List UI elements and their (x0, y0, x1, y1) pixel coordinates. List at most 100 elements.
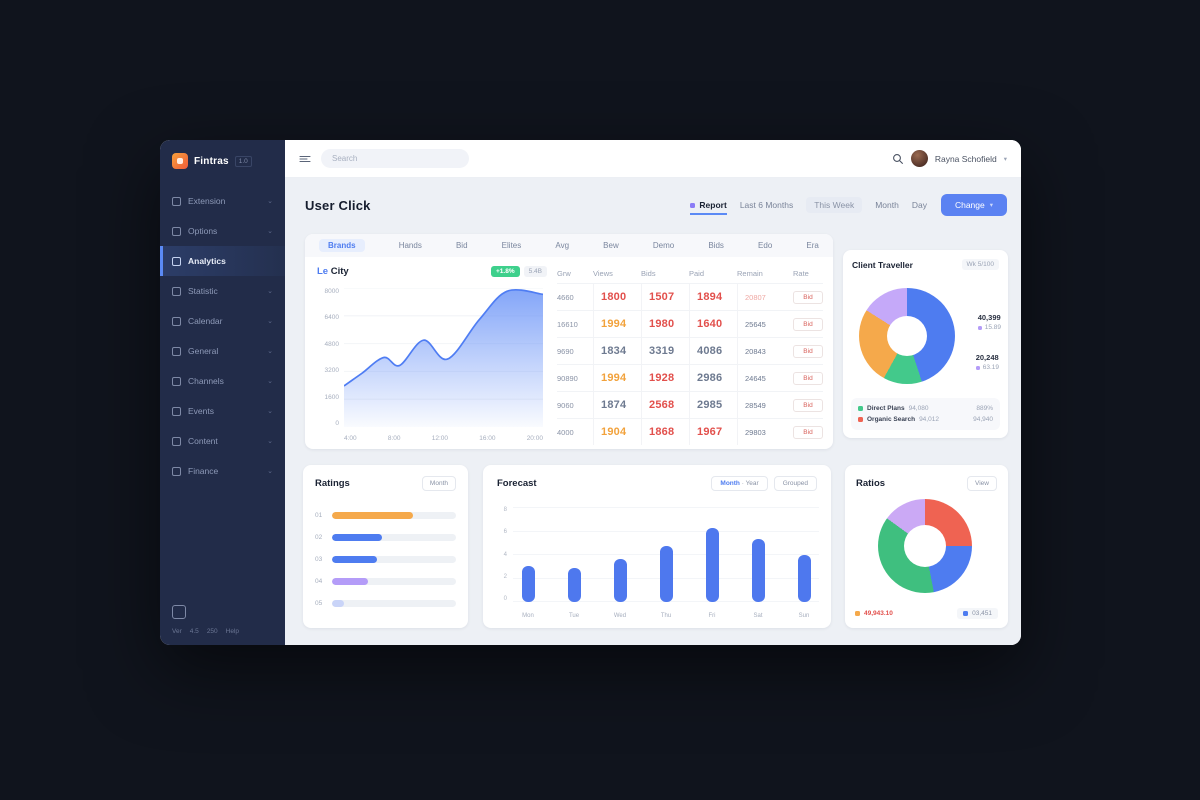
filter-tab-bid[interactable]: Bid (455, 241, 468, 250)
filter-tab-avg[interactable]: Avg (555, 241, 570, 250)
clock-icon (172, 316, 181, 326)
bar-fri[interactable] (705, 528, 719, 602)
page-title: User Click (305, 197, 371, 213)
chevron-down-icon: ⌄ (267, 318, 273, 325)
cell-metric: 1834 (601, 345, 627, 357)
row-action-button[interactable]: Bid (793, 398, 823, 412)
y-tick-label: 6400 (324, 314, 339, 322)
x-tick-label: 4:00 (344, 435, 357, 442)
hbar-row: 01 (315, 504, 456, 526)
sidebar-item-analytics[interactable]: Analytics (160, 246, 285, 276)
hbar-fill[interactable] (332, 577, 368, 585)
sidebar-item-calendar[interactable]: Calendar ⌄ (160, 306, 285, 336)
search-input[interactable] (321, 149, 469, 168)
cell-metric: 1894 (697, 291, 723, 303)
hbar-row: 02 (315, 526, 456, 548)
main-area: Rayna Schofield ▾ User Click Report Last … (285, 140, 1021, 645)
bar-thu[interactable] (659, 546, 673, 602)
traffic-card-badge[interactable]: Wk 5/100 (961, 259, 999, 270)
row-action-button[interactable]: Bid (793, 371, 823, 385)
chevron-down-icon[interactable]: ▾ (1003, 155, 1007, 163)
table-cell: 1874 (593, 392, 641, 418)
avatar[interactable] (910, 150, 928, 167)
row-action-button[interactable]: Bid (793, 290, 823, 304)
footer-link[interactable]: 250 (206, 628, 218, 635)
footer-link[interactable]: 4.5 (189, 628, 199, 635)
help-widget-icon[interactable] (172, 605, 186, 619)
table-row: 90890 1994 1928 2986 24645 Bid (557, 364, 823, 391)
bar-sat[interactable] (751, 539, 765, 602)
sidebar-item-content[interactable]: Content ⌄ (160, 426, 285, 456)
hbar-track (332, 533, 456, 541)
filter-tab-bew[interactable]: Bew (603, 241, 619, 250)
ratings-period-button[interactable]: Month (421, 476, 456, 491)
sidebar-item-finance[interactable]: Finance ⌄ (160, 456, 285, 486)
hbar-row: 04 (315, 570, 456, 592)
hbar-fill[interactable] (332, 555, 377, 563)
traffic-donut-chart[interactable] (859, 288, 955, 384)
growth-badge: +1.8% (491, 266, 520, 277)
sidebar-item-channels[interactable]: Channels ⌄ (160, 366, 285, 396)
sidebar-item-statistic[interactable]: Statistic ⌄ (160, 276, 285, 306)
tab-day[interactable]: Day (911, 200, 927, 210)
chevron-down-icon: ⌄ (267, 228, 273, 235)
sidebar-nav: Extension ⌄ Options ⌄ Analytics Statistic ⌄ Cal… (160, 182, 285, 595)
search-icon[interactable] (892, 153, 904, 165)
annotation-value: 20,248 (975, 353, 999, 362)
filter-tab-edo[interactable]: Edo (758, 241, 773, 250)
sidebar-item-label: Statistic (188, 286, 218, 296)
ratios-donut-chart[interactable] (878, 499, 972, 593)
hbar-track (332, 511, 456, 519)
tab-this-week[interactable]: This Week (806, 197, 863, 213)
bar-tue[interactable] (567, 567, 581, 602)
footer-link[interactable]: Help (225, 628, 240, 635)
cell-value: 29803 (745, 427, 766, 437)
app-logo[interactable]: Fintras 1.0 (160, 140, 285, 182)
user-name[interactable]: Rayna Schofield (934, 153, 997, 164)
bar-sun[interactable] (797, 554, 811, 602)
filter-tab-bids[interactable]: Bids (708, 241, 724, 250)
bar-wed[interactable] (613, 559, 627, 602)
apps-icon (172, 466, 181, 476)
ratios-view-button[interactable]: View (967, 476, 997, 491)
change-button[interactable]: Change ▾ (940, 194, 1007, 216)
sidebar-item-options[interactable]: Options ⌄ (160, 216, 285, 246)
y-tick-label: 4 (503, 551, 507, 558)
filter-tab-elites[interactable]: Elites (501, 241, 522, 250)
cell-value: 20807 (745, 292, 766, 302)
sidebar-item-label: Options (188, 226, 218, 236)
sidebar-footer: Ver 4.5 250 Help (160, 595, 285, 645)
filter-tab-demo[interactable]: Demo (652, 241, 675, 250)
hbar-fill[interactable] (332, 599, 345, 607)
sidebar-item-events[interactable]: Events ⌄ (160, 396, 285, 426)
hbar-fill[interactable] (332, 533, 382, 541)
table-cell: 28549 (737, 392, 793, 418)
sidebar-footer-links: Ver 4.5 250 Help (172, 628, 273, 635)
vertical-bar-chart (513, 507, 819, 602)
hbar-row: 05 (315, 592, 456, 614)
x-tick-label: Tue (568, 613, 580, 619)
row-action-button[interactable]: Bid (793, 425, 823, 439)
forecast-grouped-button[interactable]: Grouped (773, 476, 817, 491)
sidebar-item-extension[interactable]: Extension ⌄ (160, 186, 285, 216)
filter-tab-brands[interactable]: Brands (319, 239, 365, 252)
filter-tab-era[interactable]: Era (806, 241, 819, 250)
table-row: 4660 1800 1507 1894 20807 Bid (557, 283, 823, 310)
bar-column (559, 507, 589, 602)
chevron-down-icon: ▾ (989, 202, 993, 209)
row-action-button[interactable]: Bid (793, 344, 823, 358)
filter-tab-hands[interactable]: Hands (398, 241, 422, 250)
sidebar-item-general[interactable]: General ⌄ (160, 336, 285, 366)
forecast-period-toggle[interactable]: Month · Year (711, 476, 768, 491)
tab-report[interactable]: Report (690, 200, 727, 215)
bar-mon[interactable] (521, 566, 535, 602)
area-chart[interactable] (344, 288, 543, 427)
row-action-button[interactable]: Bid (793, 317, 823, 331)
tab-month[interactable]: Month (875, 200, 899, 210)
footer-link[interactable]: Ver (172, 628, 182, 635)
menu-icon[interactable] (299, 153, 311, 165)
column-header: Rate (793, 269, 809, 278)
hbar-fill[interactable] (332, 511, 413, 519)
table-header-row: Grw Views Bids Paid Remain Rate (557, 264, 823, 283)
tab-last-6-months[interactable]: Last 6 Months (739, 200, 794, 210)
